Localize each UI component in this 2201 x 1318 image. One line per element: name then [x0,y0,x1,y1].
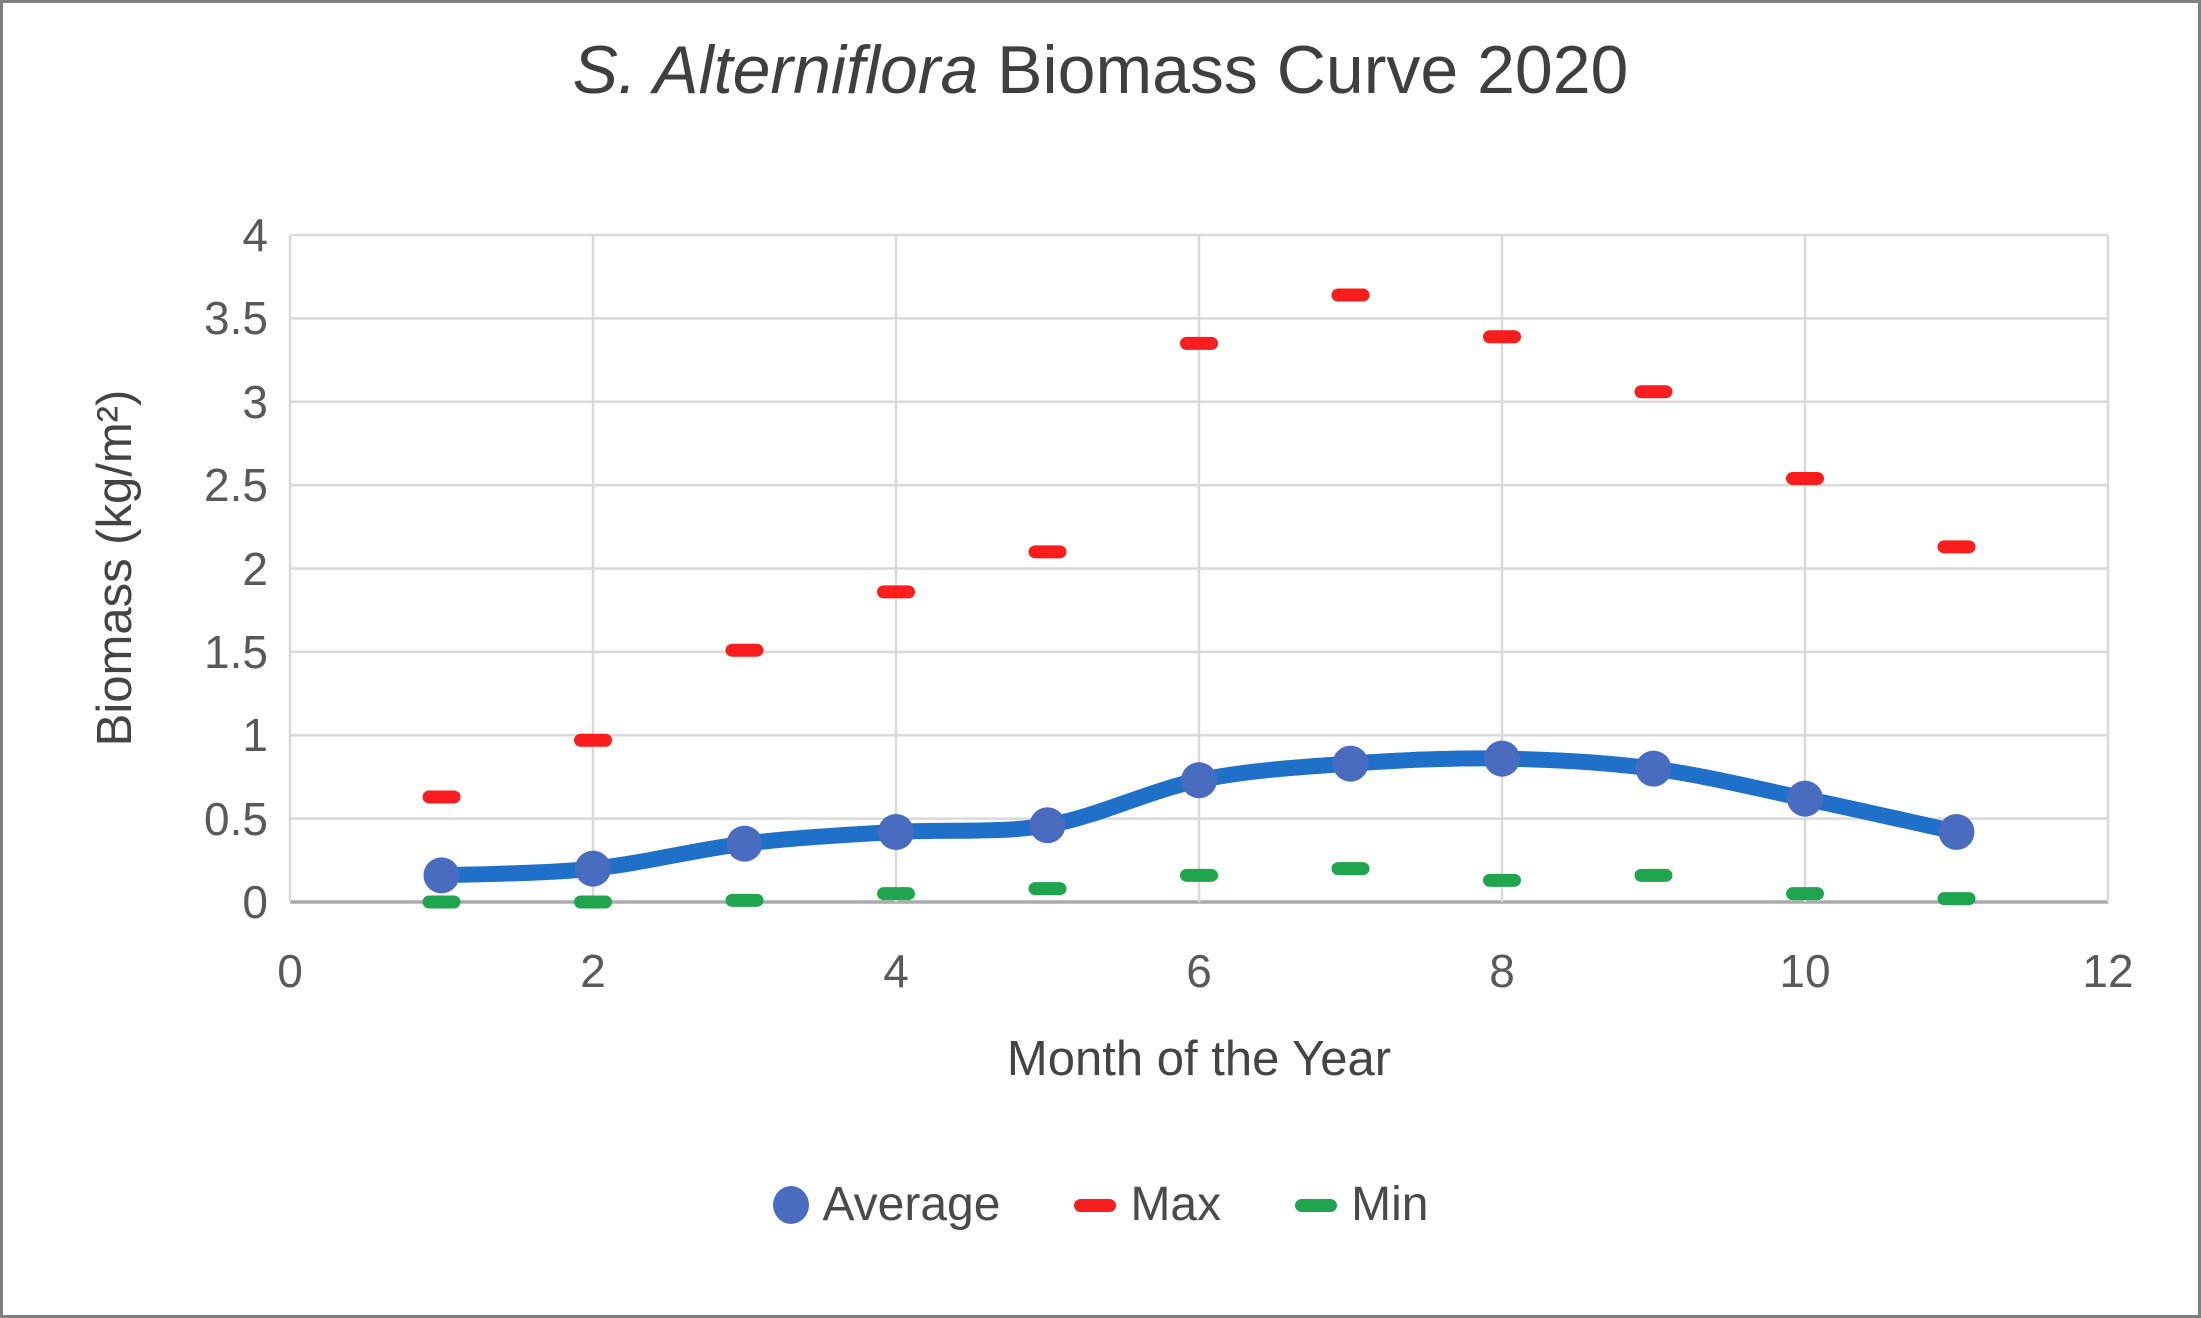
min-dash [877,887,915,901]
min-dash [1483,873,1521,887]
plot-area [288,233,2110,909]
legend: Average Max Min [3,1181,2198,1229]
y-tick-label: 3 [242,375,268,428]
x-tick-label: 8 [1489,945,1515,997]
min-dash [1634,868,1673,882]
x-tick-label: 0 [277,945,303,997]
x-tick-label: 4 [883,945,909,997]
max-dash [1483,330,1521,344]
y-tick-label: 1.5 [204,625,268,678]
min-dash [725,893,764,907]
min-dash [1331,862,1370,876]
max-dash [1180,336,1218,350]
y-tick-label: 4 [242,209,268,261]
max-dash [574,733,612,747]
average-point [1938,813,1975,850]
x-tick-label: 12 [2082,945,2134,997]
legend-label-max: Max [1130,1178,1222,1231]
average-point [1484,740,1520,777]
max-dash [422,790,461,804]
legend-item-max: Max [1074,1181,1221,1229]
y-axis-title: Biomass (kg/m²) [88,389,142,747]
min-dash [1180,868,1218,882]
min-dash [574,895,612,909]
legend-label-average: Average [822,1178,1001,1231]
y-tick-label: 2.5 [204,459,268,512]
x-tick-label: 10 [1779,945,1831,997]
average-point [726,825,763,862]
average-point [1181,762,1217,799]
chart-title-species: S. Alterniflora [572,32,979,108]
y-tick-label: 0.5 [204,792,268,845]
average-point [575,850,611,887]
average-point [423,857,460,894]
x-axis-title: Month of the Year [1006,1032,1392,1086]
chart-title-rest: Biomass Curve 2020 [978,32,1629,108]
average-series-icon [772,1186,809,1224]
max-dash [1937,540,1976,554]
y-tick-label: 2 [242,542,268,595]
average-point [1787,780,1823,817]
average-point [1332,745,1369,782]
x-tick-label: 2 [580,945,606,997]
x-tick-label: 6 [1186,945,1212,997]
average-point [1029,807,1066,844]
chart-title: S. Alterniflora Biomass Curve 2020 [3,31,2198,109]
y-tick-label: 3.5 [204,292,268,345]
legend-label-min: Min [1351,1178,1429,1231]
y-tick-label: 0 [242,876,268,928]
min-dash [422,895,461,909]
max-dash [1331,288,1370,302]
min-dash [1937,892,1976,906]
min-dash [1028,882,1067,896]
max-dash [725,643,764,657]
average-point [1635,750,1672,787]
y-tick-label: 1 [242,709,268,762]
max-dash [1786,471,1824,485]
max-dash [1634,385,1673,399]
max-series-icon [1074,1198,1117,1212]
min-dash [1786,887,1824,901]
legend-item-average: Average [772,1178,1001,1231]
legend-item-min: Min [1295,1181,1428,1229]
min-series-icon [1295,1198,1338,1212]
average-point [878,813,914,850]
max-dash [877,585,915,599]
max-dash [1028,545,1067,559]
